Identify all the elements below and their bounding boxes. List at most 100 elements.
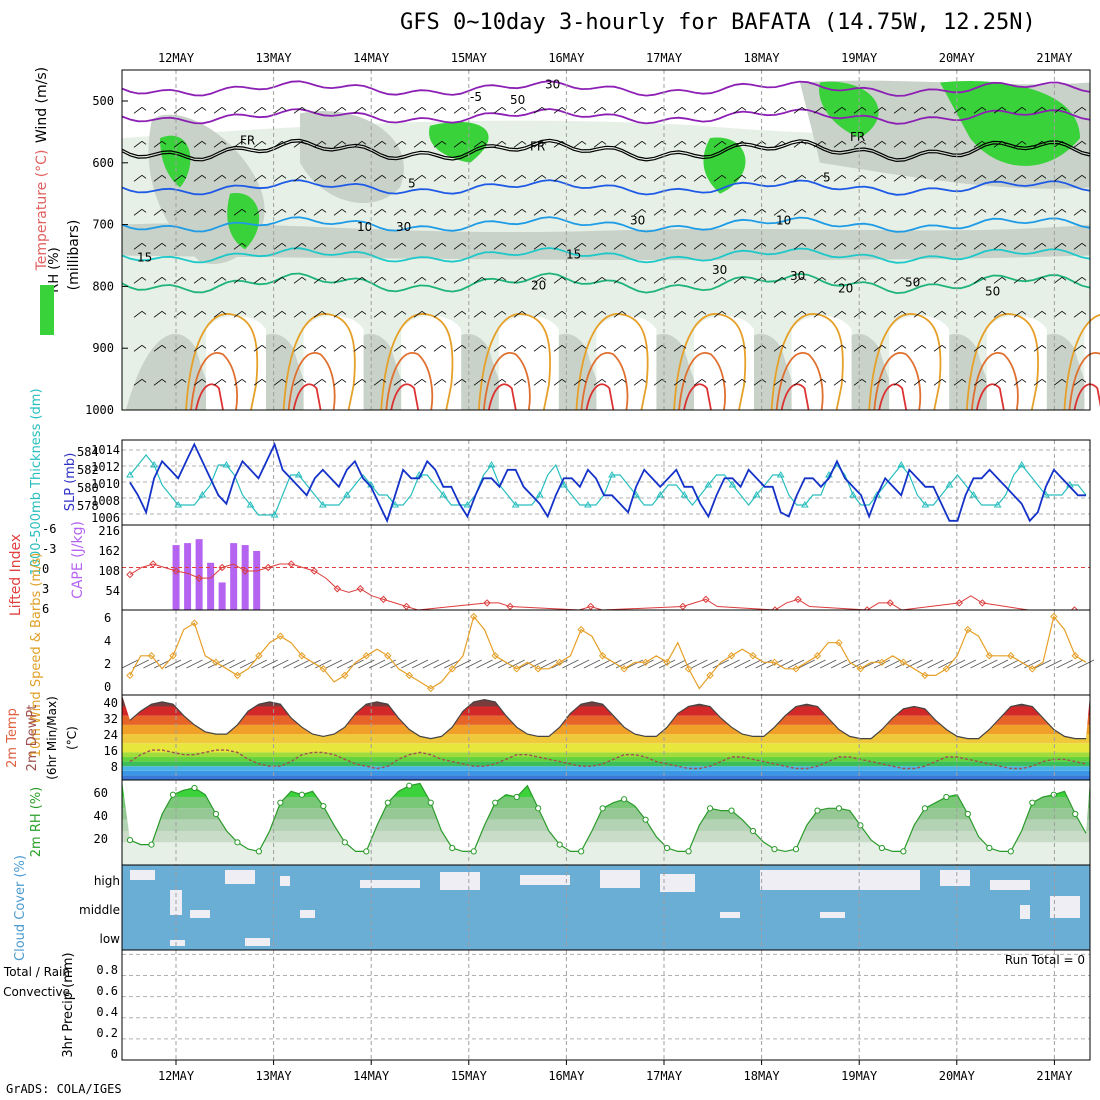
wind-barb: [801, 344, 807, 349]
wind-barb: [773, 276, 783, 284]
wind-barb: [781, 175, 787, 179]
cloud-level-label: middle: [79, 903, 120, 917]
wind10-barb: [304, 659, 321, 669]
wind-barb: [221, 141, 227, 145]
precip-tick: 0.6: [96, 984, 118, 998]
wind-barb: [801, 209, 807, 213]
wind10-barb: [1034, 659, 1052, 669]
wind-barb: [773, 310, 783, 318]
wind-barb: [833, 378, 843, 386]
wind-barb: [541, 175, 547, 179]
bottom-day-label: 15MAY: [451, 1069, 488, 1083]
wind-barb: [501, 175, 507, 179]
rh2m-point: [900, 848, 907, 855]
wind-barb: [453, 310, 463, 318]
slp-tick: 1012: [91, 460, 120, 474]
wind-barb: [181, 107, 187, 111]
wind10-barb: [551, 659, 568, 669]
wind-barb: [281, 209, 287, 213]
wind-barb: [973, 175, 983, 182]
thickness-point: [318, 501, 327, 508]
wind-barb: [821, 378, 827, 383]
wind-barb: [281, 107, 287, 111]
wind-barb: [801, 276, 807, 281]
lifted-point: [149, 560, 157, 568]
wind-barb: [793, 209, 803, 216]
wind-barb: [573, 175, 583, 182]
temp-contour-35: [292, 383, 322, 411]
wind-barb: [213, 378, 223, 386]
wind-barb: [713, 209, 723, 216]
rh2m-point: [277, 799, 284, 806]
wind-barb: [713, 175, 723, 182]
rh2m-point: [663, 844, 671, 852]
wind-barb: [933, 378, 943, 386]
wind-barb: [413, 175, 423, 182]
wind-barb: [381, 344, 387, 349]
cloud-clear-patch: [280, 876, 290, 886]
lifted-tick: 3: [42, 582, 49, 596]
wind-barb: [773, 243, 783, 250]
cape-bar: [241, 545, 249, 610]
rh-axis-label: RH (%): [47, 247, 62, 292]
wind-barb: [1013, 310, 1023, 318]
wind10-barb: [272, 659, 289, 669]
wind-barb: [313, 107, 323, 114]
wind-barb: [1073, 344, 1083, 352]
thickness-point: [246, 501, 255, 508]
wind-barb: [801, 107, 807, 111]
wind-barb: [701, 175, 707, 179]
rh2m-point: [363, 848, 370, 855]
wind-barb: [701, 209, 707, 213]
wind-barb: [253, 243, 263, 250]
lifted-point: [379, 595, 388, 604]
wind-barb: [801, 378, 807, 383]
rh2m-point: [1029, 799, 1036, 806]
wind-barb: [741, 310, 747, 315]
wind10-tick: 4: [104, 634, 111, 648]
cape-tick: 216: [98, 524, 120, 538]
temp-contour-30: [873, 352, 922, 411]
wind-barb: [693, 344, 703, 352]
wind-barb: [953, 344, 963, 352]
wind-barb: [233, 344, 243, 352]
wind-barb: [1041, 310, 1047, 315]
wind-barb: [273, 276, 283, 284]
cloud-clear-patch: [940, 870, 970, 886]
wind-barb: [193, 344, 203, 352]
temp2m-axis-label-1: 2m Temp: [5, 708, 20, 768]
wind-barb: [913, 209, 923, 216]
wind-barb: [573, 209, 583, 216]
wind-barb: [533, 310, 543, 318]
wind-barb: [161, 276, 167, 281]
wind-barb: [561, 175, 567, 179]
wind-barb: [533, 378, 543, 386]
wind-barb: [621, 141, 627, 145]
wind-barb: [653, 378, 663, 386]
wind-barb: [553, 344, 563, 352]
wind-barb: [1073, 175, 1083, 182]
thickness-point: [150, 461, 158, 468]
temp-contour-25: [380, 313, 454, 411]
wind-barb: [261, 243, 267, 247]
wind-barb: [153, 175, 163, 182]
thickness-point: [343, 491, 351, 498]
rh2m-point: [578, 848, 585, 855]
contour-label: FR: [240, 133, 255, 147]
wind-barb: [173, 344, 183, 352]
wind-barb: [233, 209, 243, 216]
rh2m-point: [1072, 810, 1079, 818]
wind10-barb: [841, 659, 858, 669]
precip-legend-total: Total / Rain: [3, 965, 70, 979]
wind10-point: [341, 671, 349, 680]
rh2m-point: [921, 805, 928, 812]
wind-barb: [193, 107, 203, 114]
wind-barb: [1061, 344, 1067, 349]
wind-barb: [1013, 276, 1023, 284]
wind-barb: [153, 209, 163, 216]
wind10-barb: [368, 659, 386, 669]
wind-barb: [393, 107, 403, 114]
wind-barb: [1061, 107, 1067, 111]
wind-barb: [701, 141, 707, 145]
wind10-point: [706, 671, 714, 680]
